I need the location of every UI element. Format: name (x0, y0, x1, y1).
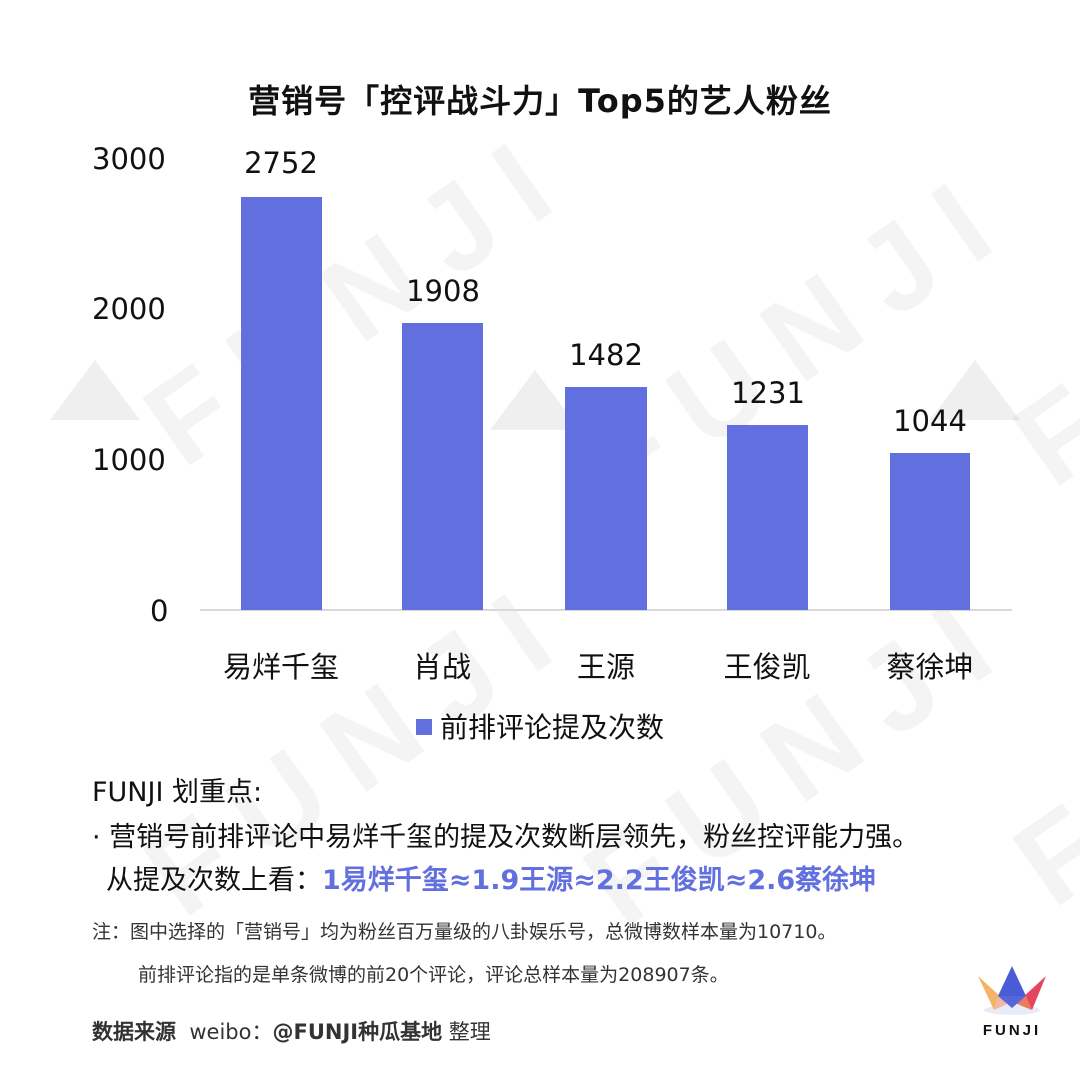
bar-caixukun (890, 453, 970, 610)
y-tick-2000: 2000 (92, 292, 166, 326)
funji-logo: FUNJI (974, 966, 1050, 1039)
bar-value-label: 1044 (893, 404, 967, 438)
source-platform: weibo： (189, 1020, 273, 1044)
bar-wangjunkai (727, 425, 808, 610)
notes-line-2: 从提及次数上看：1易烊千玺≈1.9王源≈2.2王俊凯≈2.6蔡徐坤 (106, 858, 876, 897)
footnote-line-2: 前排评论指的是单条微博的前20个评论，评论总样本量为208907条。 (138, 964, 729, 986)
notes-line-1: · 营销号前排评论中易烊千玺的提及次数断层领先，粉丝控评能力强。 (92, 822, 920, 853)
x-category-label: 蔡徐坤 (886, 650, 974, 684)
legend-swatch-icon (415, 719, 432, 735)
x-axis-line (200, 609, 1012, 611)
x-category-label: 易烊千玺 (222, 650, 339, 684)
x-category-label: 王俊凯 (723, 650, 811, 684)
y-tick-3000: 3000 (92, 142, 166, 176)
bar-value-label: 1908 (406, 274, 480, 308)
bar-xiaozhan (402, 323, 483, 610)
bar-wangyuan (565, 387, 647, 610)
bar-value-label: 2752 (244, 146, 318, 180)
x-category-label: 王源 (576, 650, 635, 684)
chart-legend: 前排评论提及次数 (0, 706, 1080, 746)
source-suffix: 整理 (448, 1020, 491, 1044)
watermark-text: FUNJI (990, 121, 1080, 513)
x-category-label: 肖战 (412, 650, 471, 684)
source-account: @FUNJI种瓜基地 (272, 1020, 443, 1044)
bar-value-label: 1482 (569, 338, 643, 372)
notes-heading: FUNJI 划重点: (92, 777, 263, 808)
chart-title: 营销号「控评战斗力」Top5的艺人粉丝 (248, 82, 832, 120)
notes-ratio-emphasis: 1易烊千玺≈1.9王源≈2.2王俊凯≈2.6蔡徐坤 (322, 865, 877, 896)
crown-logo-icon (978, 966, 1046, 1015)
logo-text: FUNJI (982, 1022, 1042, 1039)
legend-label: 前排评论提及次数 (439, 711, 664, 744)
bar-yiyangqianxi (241, 197, 322, 610)
y-tick-0: 0 (150, 594, 169, 628)
bar-value-label: 1231 (731, 376, 805, 410)
y-tick-1000: 1000 (92, 443, 166, 477)
watermark-text: FUNJI (120, 101, 598, 493)
watermark-crown-icon (50, 360, 140, 420)
data-source: 数据来源 weibo：@FUNJI种瓜基地 整理 (92, 1016, 491, 1046)
source-label: 数据来源 (92, 1020, 176, 1044)
notes-line-2-prefix: 从提及次数上看： (106, 865, 322, 896)
footnote-line-1: 注：图中选择的「营销号」均为粉丝百万量级的八卦娱乐号，总微博数样本量为10710… (92, 921, 837, 943)
